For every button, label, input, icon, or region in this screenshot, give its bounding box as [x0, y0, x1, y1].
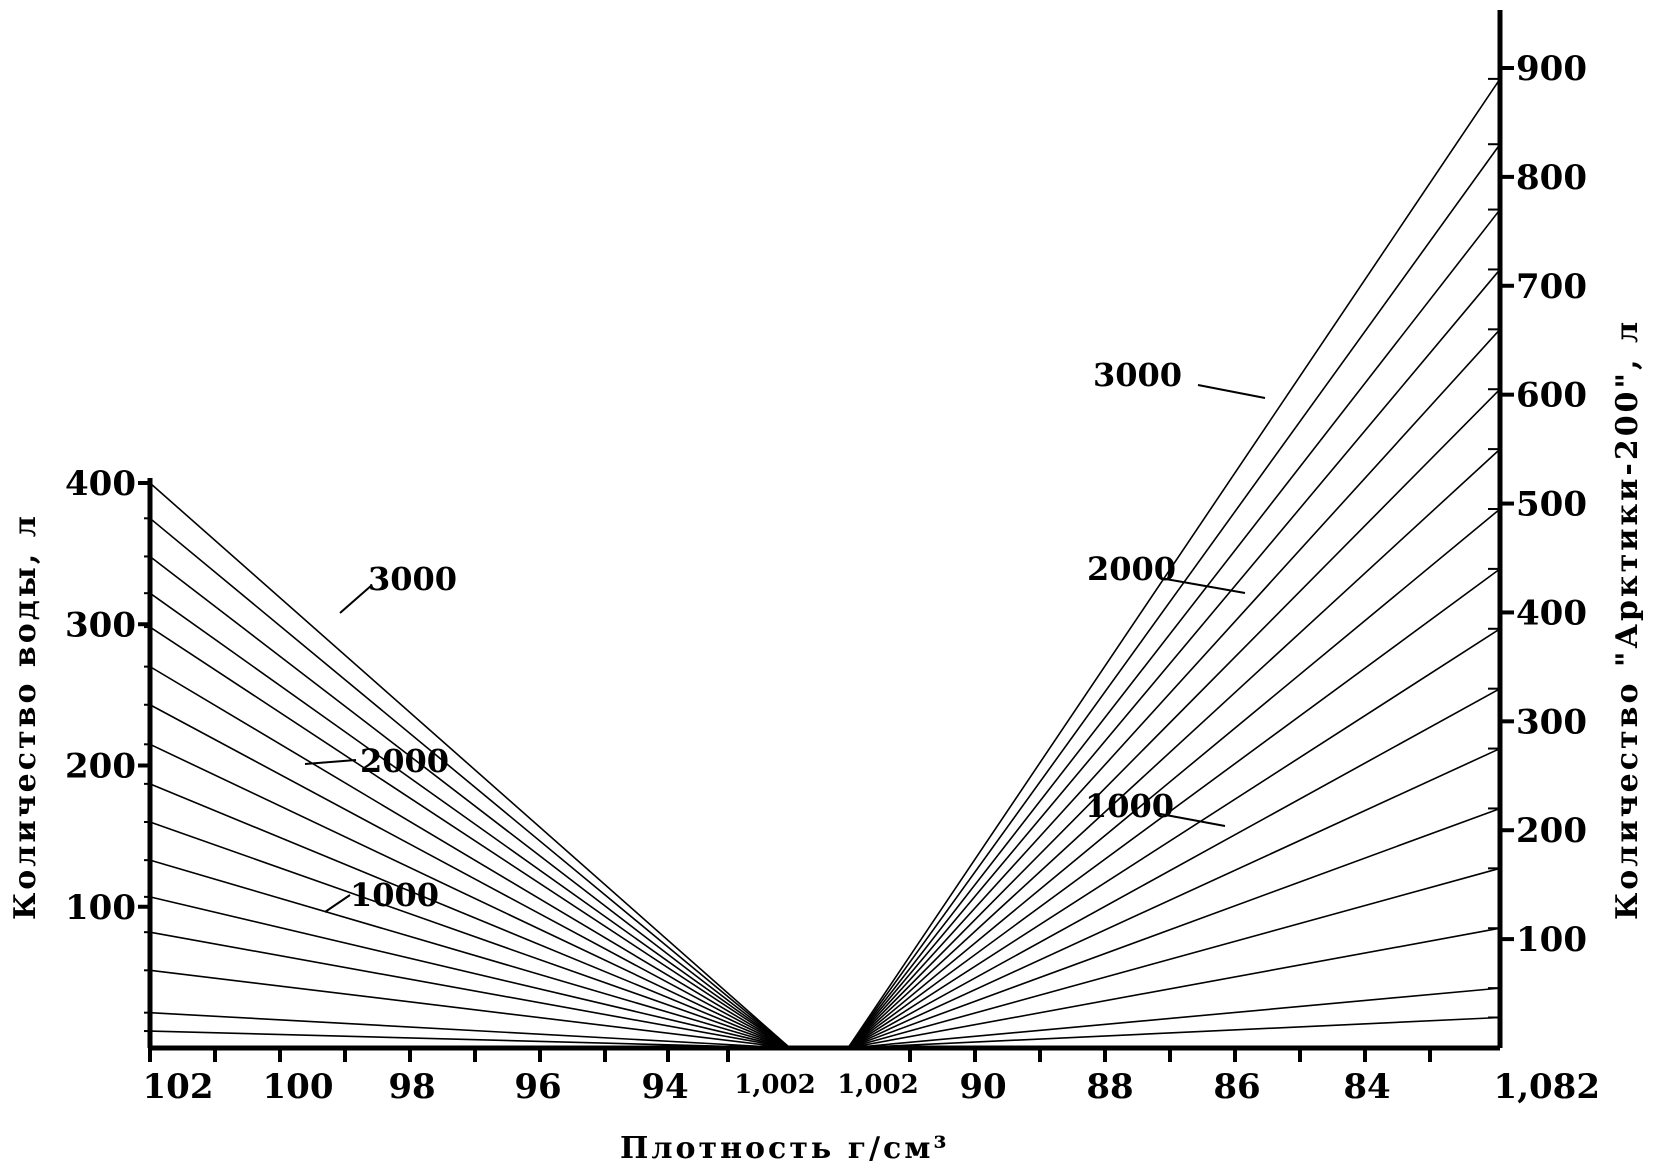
right-x-tick-label-2: 88: [1086, 1067, 1133, 1107]
left-series-line-14: [149, 517, 791, 1049]
left-series-line-7: [149, 783, 791, 1049]
x-ticks: 102 100 98 96 94 1,002 1,002 90 88 86 84 1,082: [143, 1048, 1600, 1107]
left-series-line-8: [149, 743, 791, 1049]
right-x-tick-label-1: 90: [959, 1067, 1006, 1107]
right-series-line-8: [847, 568, 1501, 1049]
left-annotation-3000: 3000: [368, 560, 457, 598]
left-y-tick-label-1: 200: [65, 747, 136, 787]
left-series-line-12: [149, 592, 791, 1049]
left-series-line-5: [149, 859, 791, 1049]
right-annotation-3000: 3000: [1093, 356, 1182, 394]
left-series-line-10: [149, 665, 791, 1049]
left-series-line-4: [149, 896, 791, 1049]
right-series-line-6: [847, 687, 1501, 1049]
left-x-tick-label-2: 98: [388, 1067, 435, 1107]
left-series-line-2: [149, 969, 791, 1049]
right-y-ticks: 100 200 300 400 500 600 700 800 900: [1500, 49, 1587, 960]
right-series-line-5: [847, 747, 1501, 1049]
left-x-tick-label-4: 94: [641, 1067, 688, 1107]
right-series-line-13: [847, 268, 1501, 1049]
right-y-tick-label-8: 900: [1516, 49, 1587, 89]
right-annotation-leader-2000: [1159, 577, 1246, 594]
left-x-tick-label-3: 96: [514, 1067, 561, 1107]
left-series-line-6: [149, 821, 791, 1049]
right-series-line-10: [847, 448, 1501, 1049]
right-y-tick-label-7: 800: [1516, 158, 1587, 198]
right-series-line-2: [847, 927, 1501, 1049]
left-series-line-15: [149, 482, 791, 1049]
left-y-tick-label-3: 400: [65, 464, 136, 504]
right-y-axis-title: Количество "Арктики-200", л: [1610, 319, 1645, 920]
right-x-tick-label-3: 86: [1213, 1067, 1260, 1107]
right-y-tick-label-0: 100: [1516, 920, 1587, 960]
right-series-line-9: [847, 508, 1501, 1049]
right-series-line-16: [847, 78, 1501, 1049]
right-series-line-7: [847, 628, 1501, 1049]
left-annotation-2000: 2000: [360, 742, 449, 780]
left-y-ticks: 100 200 300 400: [65, 464, 150, 928]
left-annotation-1000: 1000: [350, 876, 439, 914]
left-series-line-13: [149, 555, 791, 1049]
right-series-line-3: [847, 867, 1501, 1049]
right-x-tick-label-0: 1,002: [837, 1070, 918, 1100]
right-series-line-15: [847, 143, 1501, 1049]
right-y-tick-label-4: 500: [1516, 485, 1587, 525]
right-y-tick-label-3: 400: [1516, 593, 1587, 633]
left-x-tick-label-0: 102: [143, 1067, 214, 1107]
right-y-tick-label-6: 700: [1516, 267, 1587, 307]
right-series-line-14: [847, 209, 1501, 1049]
left-series-line-0: [149, 1030, 791, 1049]
x-axis-title: Плотность г/см³: [620, 1131, 950, 1166]
right-annotation-2000: 2000: [1087, 550, 1176, 588]
left-annotation-leader-1000: [324, 894, 351, 913]
right-annotation-leader-1000: [1154, 812, 1226, 827]
right-y-tick-label-2: 300: [1516, 702, 1587, 742]
right-series-line-0: [847, 1016, 1501, 1049]
left-series-line-9: [149, 704, 791, 1049]
right-y-tick-label-1: 200: [1516, 811, 1587, 851]
left-annotation-leader-3000: [339, 584, 373, 614]
left-series-lines: [144, 482, 791, 1049]
right-annotation-1000: 1000: [1085, 787, 1174, 825]
right-series-line-1: [847, 987, 1501, 1049]
left-y-tick-label-2: 300: [65, 605, 136, 645]
left-y-tick-label-0: 100: [65, 888, 136, 928]
right-x-tick-label-5: 1,082: [1494, 1067, 1600, 1107]
left-y-axis-title: Количество воды, л: [8, 513, 43, 920]
right-series-line-11: [847, 388, 1501, 1049]
right-y-tick-label-5: 600: [1516, 376, 1587, 416]
left-series-line-1: [149, 1011, 791, 1049]
left-x-tick-label-5: 1,002: [734, 1070, 815, 1100]
left-series-line-3: [149, 931, 791, 1049]
right-annotation-leader-3000: [1197, 384, 1266, 399]
left-x-tick-label-1: 100: [263, 1067, 334, 1107]
right-x-tick-label-4: 84: [1343, 1067, 1390, 1107]
left-annotation-leader-2000: [304, 759, 357, 765]
right-series-line-12: [847, 328, 1501, 1049]
left-series-line-11: [149, 626, 791, 1049]
right-series-line-4: [847, 807, 1501, 1049]
